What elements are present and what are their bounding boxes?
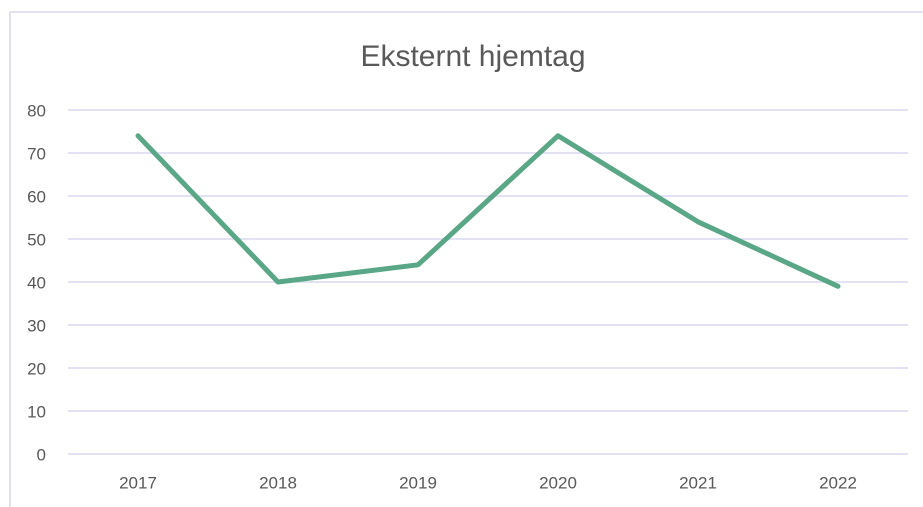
x-tick-label: 2022 bbox=[819, 473, 857, 492]
y-tick-label: 80 bbox=[27, 101, 46, 120]
y-tick-label: 60 bbox=[27, 187, 46, 206]
x-tick-label: 2021 bbox=[679, 473, 717, 492]
y-tick-label: 20 bbox=[27, 359, 46, 378]
y-tick-label: 70 bbox=[27, 144, 46, 163]
y-tick-label: 50 bbox=[27, 230, 46, 249]
x-tick-label: 2020 bbox=[539, 473, 577, 492]
chart-border bbox=[9, 11, 923, 507]
x-tick-label: 2019 bbox=[399, 473, 437, 492]
y-tick-label: 30 bbox=[27, 316, 46, 335]
y-tick-label: 40 bbox=[27, 273, 46, 292]
chart-title: Eksternt hjemtag bbox=[360, 40, 585, 73]
y-tick-label: 0 bbox=[37, 445, 46, 464]
y-tick-label: 10 bbox=[27, 402, 46, 421]
x-tick-label: 2017 bbox=[119, 473, 157, 492]
x-tick-label: 2018 bbox=[259, 473, 297, 492]
line-series bbox=[135, 133, 841, 289]
